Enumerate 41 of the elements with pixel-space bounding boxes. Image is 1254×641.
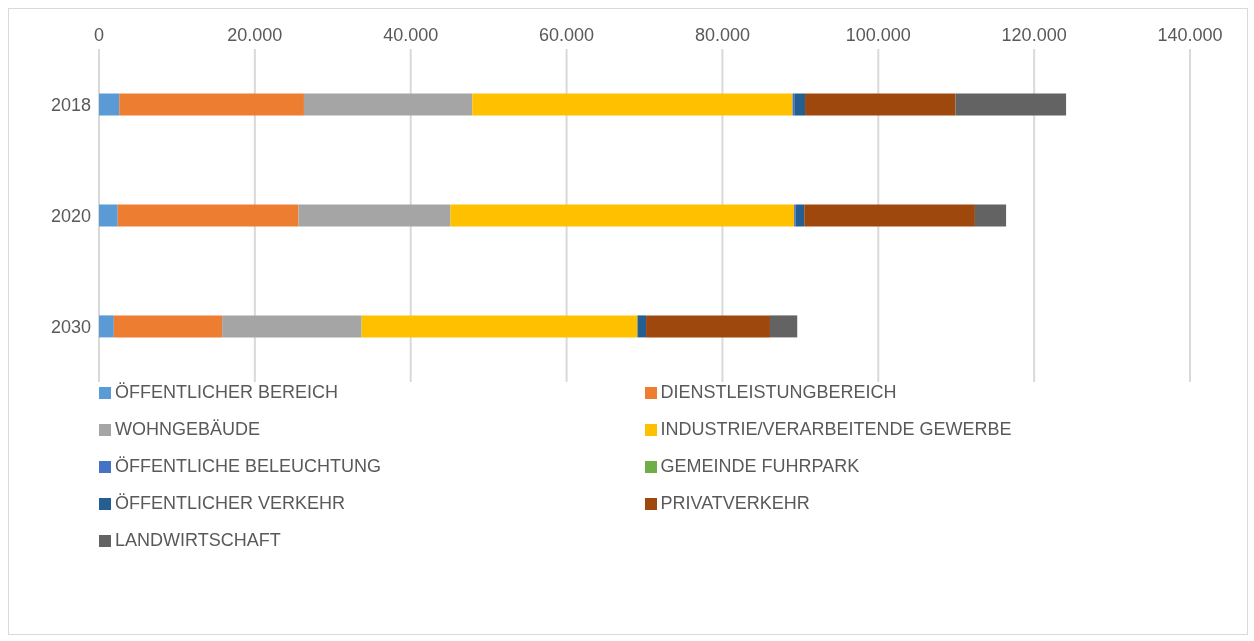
bar — [99, 315, 114, 338]
y-tick-label: 2030 — [50, 316, 91, 337]
x-tick-label: 140.000 — [1157, 25, 1223, 45]
legend-label: WOHNGEBÄUDE — [115, 419, 261, 440]
bar — [361, 315, 638, 338]
legend-label: ÖFFENTLICHER BEREICH — [115, 382, 339, 403]
bar — [450, 204, 795, 227]
bar — [298, 204, 451, 227]
bar — [769, 315, 798, 338]
x-tick-label: 120.000 — [1001, 25, 1067, 45]
legend-label: GEMEINDE FUHRPARK — [660, 456, 860, 477]
bar — [113, 315, 223, 338]
legend-label: PRIVATVERKEHR — [660, 493, 810, 514]
x-tick-label: 0 — [93, 25, 105, 45]
bar — [472, 93, 793, 116]
bar — [804, 204, 975, 227]
bar — [119, 93, 304, 116]
legend-label: DIENSTLEISTUNGBEREICH — [660, 382, 897, 403]
bar — [99, 204, 118, 227]
bar — [646, 315, 770, 338]
bar — [974, 204, 1007, 227]
bar — [303, 93, 473, 116]
bar — [955, 93, 1067, 116]
x-tick-label: 80.000 — [694, 25, 750, 45]
bar — [795, 204, 805, 227]
y-tick-label: 2020 — [50, 205, 91, 226]
bar — [99, 93, 120, 116]
x-tick-label: 60.000 — [539, 25, 595, 45]
bar — [794, 93, 806, 116]
x-tick-label: 100.000 — [845, 25, 911, 45]
x-tick-label: 40.000 — [383, 25, 439, 45]
bar — [637, 315, 647, 338]
y-tick-label: 2018 — [50, 94, 91, 115]
legend-label: INDUSTRIE/VERARBEITENDE GEWERBE — [660, 419, 1012, 440]
x-tick-label: 20.000 — [227, 25, 283, 45]
bar — [222, 315, 362, 338]
bar — [117, 204, 299, 227]
legend-label: LANDWIRTSCHAFT — [115, 530, 281, 551]
legend-label: ÖFFENTLICHER VERKEHR — [115, 493, 346, 514]
legend-label: ÖFFENTLICHE BELEUCHTUNG — [115, 456, 382, 477]
bar — [805, 93, 956, 116]
